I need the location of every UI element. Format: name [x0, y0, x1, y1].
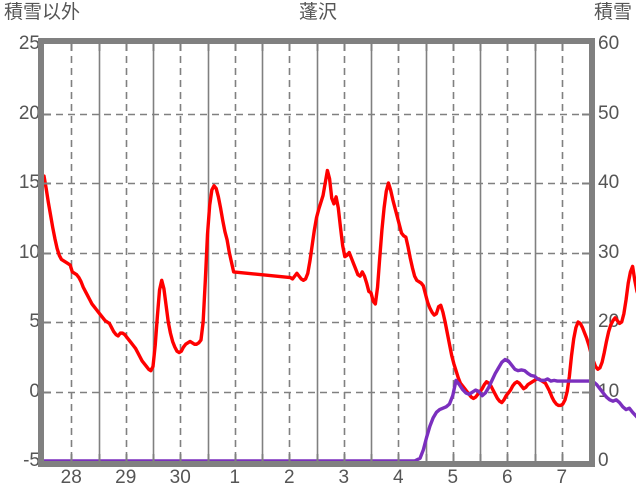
gridlines: [44, 44, 589, 461]
page-title: 蓬沢: [298, 2, 337, 23]
left-axis-tick-25: 25: [18, 33, 40, 54]
right-axis-tick-40: 40: [598, 172, 620, 193]
right-axis-unit-label: 積雪: [593, 2, 632, 23]
left-axis-tick-20: 20: [18, 102, 40, 124]
right-axis-tick-60: 60: [598, 33, 620, 54]
x-axis-tick-30: 30: [169, 467, 191, 488]
right-axis-tick-50: 50: [598, 102, 620, 124]
x-axis-tick-7: 7: [556, 467, 568, 488]
x-axis-tick-6: 6: [501, 467, 513, 488]
x-axis-tick-28: 28: [60, 467, 82, 488]
series-lines: [42, 168, 636, 463]
series-line-non-snow: [42, 168, 636, 408]
axis-tickmarks: [44, 44, 589, 461]
x-axis-tick-2: 2: [283, 467, 295, 488]
left-axis-tick-10: 10: [18, 241, 40, 263]
right-axis-tick-30: 30: [598, 241, 620, 263]
left-axis-unit-label: 積雪以外: [4, 2, 81, 23]
left-axis-tick--5: -5: [23, 450, 40, 471]
x-axis-tick-4: 4: [392, 467, 404, 488]
left-axis-tick-5: 5: [29, 311, 40, 332]
x-axis-tick-1: 1: [229, 467, 241, 488]
left-axis-tick-15: 15: [18, 172, 40, 193]
axis-frame: [38, 38, 595, 467]
left-axis-tick-0: 0: [29, 380, 40, 402]
x-axis-tick-29: 29: [115, 467, 137, 488]
x-axis-tick-3: 3: [338, 467, 350, 488]
series-line-snow: [42, 357, 636, 463]
x-axis-tick-5: 5: [447, 467, 459, 488]
right-axis-tick-0: 0: [598, 450, 609, 471]
